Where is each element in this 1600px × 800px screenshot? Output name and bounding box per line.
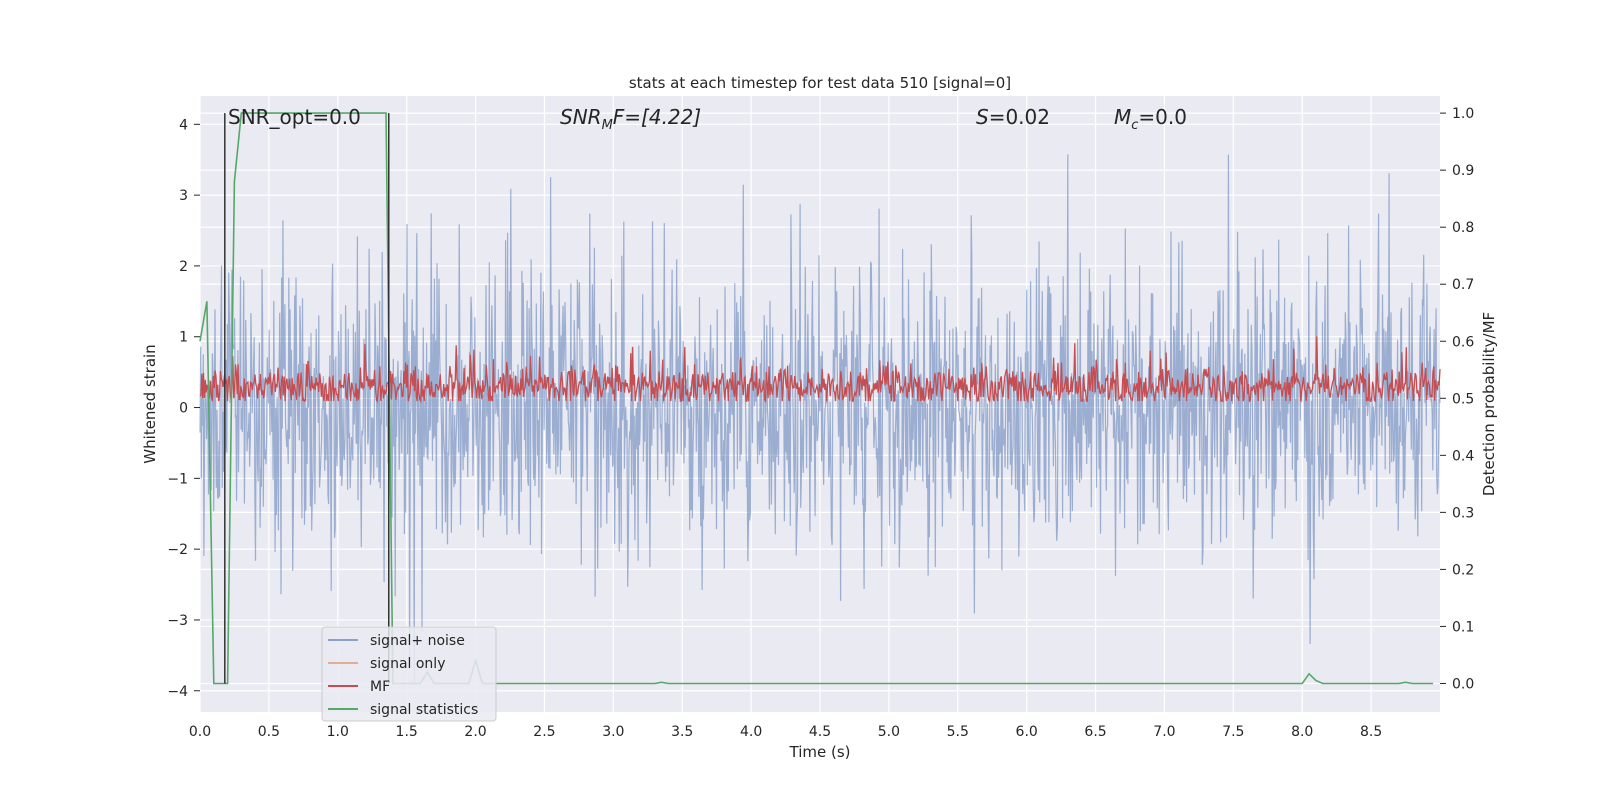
x-tick-label: 8.0 [1291,724,1313,740]
x-tick-label: 0.5 [258,724,280,740]
snr-mf-sub: M [602,118,613,133]
y-right-tick-label: 0.1 [1452,619,1474,635]
x-ticks: 0.0 0.5 1.0 1.5 2.0 2.5 3.0 3.5 4.0 4.5 5.0 5.5 6.0 6… [189,724,1382,740]
snr-mf-rest: F=[4.22] [613,105,701,129]
y-tick-label: 4 [179,117,188,133]
mc-base: M [1114,105,1131,129]
y-tick-label: 1 [179,330,188,346]
legend: signal+ noise signal only MF signal stat… [321,626,497,722]
legend-label-mf: MF [370,679,390,695]
y-tick-label: −3 [167,613,188,629]
y-right-tick-label: 0.7 [1452,277,1474,293]
x-tick-label: 4.5 [809,724,831,740]
x-tick-label: 6.5 [1084,724,1106,740]
x-tick-label: 2.5 [533,724,555,740]
x-axis-label: Time (s) [789,743,851,761]
mc-sub: c [1131,118,1138,133]
y-axis-label: Whitened strain [141,344,159,463]
legend-label-signal-only: signal only [370,656,445,672]
signal-noise-line [199,154,1441,684]
y-right-tick-label: 0.6 [1452,334,1474,350]
x-tick-label: 7.5 [1222,724,1244,740]
marker-series [224,113,390,684]
chart-title: stats at each timestep for test data 510… [629,74,1011,92]
x-tick-label: 3.5 [671,724,693,740]
s-base: S [976,105,989,129]
x-tick-label: 0.0 [189,724,211,740]
y-tick-label: −1 [167,471,188,487]
x-tick-label: 6.0 [1016,724,1038,740]
y-tick-label: −4 [167,684,188,700]
x-tick-label: 4.0 [740,724,762,740]
x-tick-label: 1.5 [396,724,418,740]
x-tick-label: 7.0 [1153,724,1175,740]
y-ticks: 4 3 2 1 0 −1 −2 −3 −4 [167,117,200,700]
snr-mf-base: SNR [560,105,602,129]
s-annotation: S=0.02 [976,105,1050,129]
y-ticks-right: 1.0 0.9 0.8 0.7 0.6 0.5 0.4 0.3 0.2 0.1 0.0 [1440,106,1474,692]
y-right-tick-label: 0.9 [1452,163,1474,179]
y-tick-label: −2 [167,542,188,558]
y-right-tick-label: 0.0 [1452,676,1474,692]
signal-noise-series [199,154,1441,684]
legend-box [321,626,497,722]
y-tick-label: 2 [179,259,188,275]
legend-label-signal-statistics: signal statistics [370,702,478,718]
x-tick-label: 8.5 [1360,724,1382,740]
snr-opt-annotation: SNR_opt=0.0 [228,105,361,129]
y-tick-label: 0 [179,401,188,417]
y-right-tick-label: 0.5 [1452,391,1474,407]
y-right-tick-label: 0.8 [1452,220,1474,236]
mf-line [199,336,1441,404]
x-tick-label: 2.0 [464,724,486,740]
x-tick-label: 5.0 [878,724,900,740]
y-tick-label: 3 [179,188,188,204]
y-right-tick-label: 0.3 [1452,505,1474,521]
y-axis-right-label: Detection probability/MF [1480,312,1498,496]
mc-rest: =0.0 [1138,105,1187,129]
mf-series [199,336,1441,404]
x-tick-label: 3.0 [602,724,624,740]
snr-mf-annotation: SNRMF=[4.22] [560,105,701,133]
s-rest: =0.02 [989,105,1050,129]
x-tick-label: 5.5 [947,724,969,740]
y-right-tick-label: 0.2 [1452,562,1474,578]
legend-label-signal-noise: signal+ noise [370,633,465,649]
y-right-tick-label: 1.0 [1452,106,1474,122]
mc-annotation: Mc=0.0 [1114,105,1187,133]
y-right-tick-label: 0.4 [1452,448,1474,464]
x-tick-label: 1.0 [327,724,349,740]
